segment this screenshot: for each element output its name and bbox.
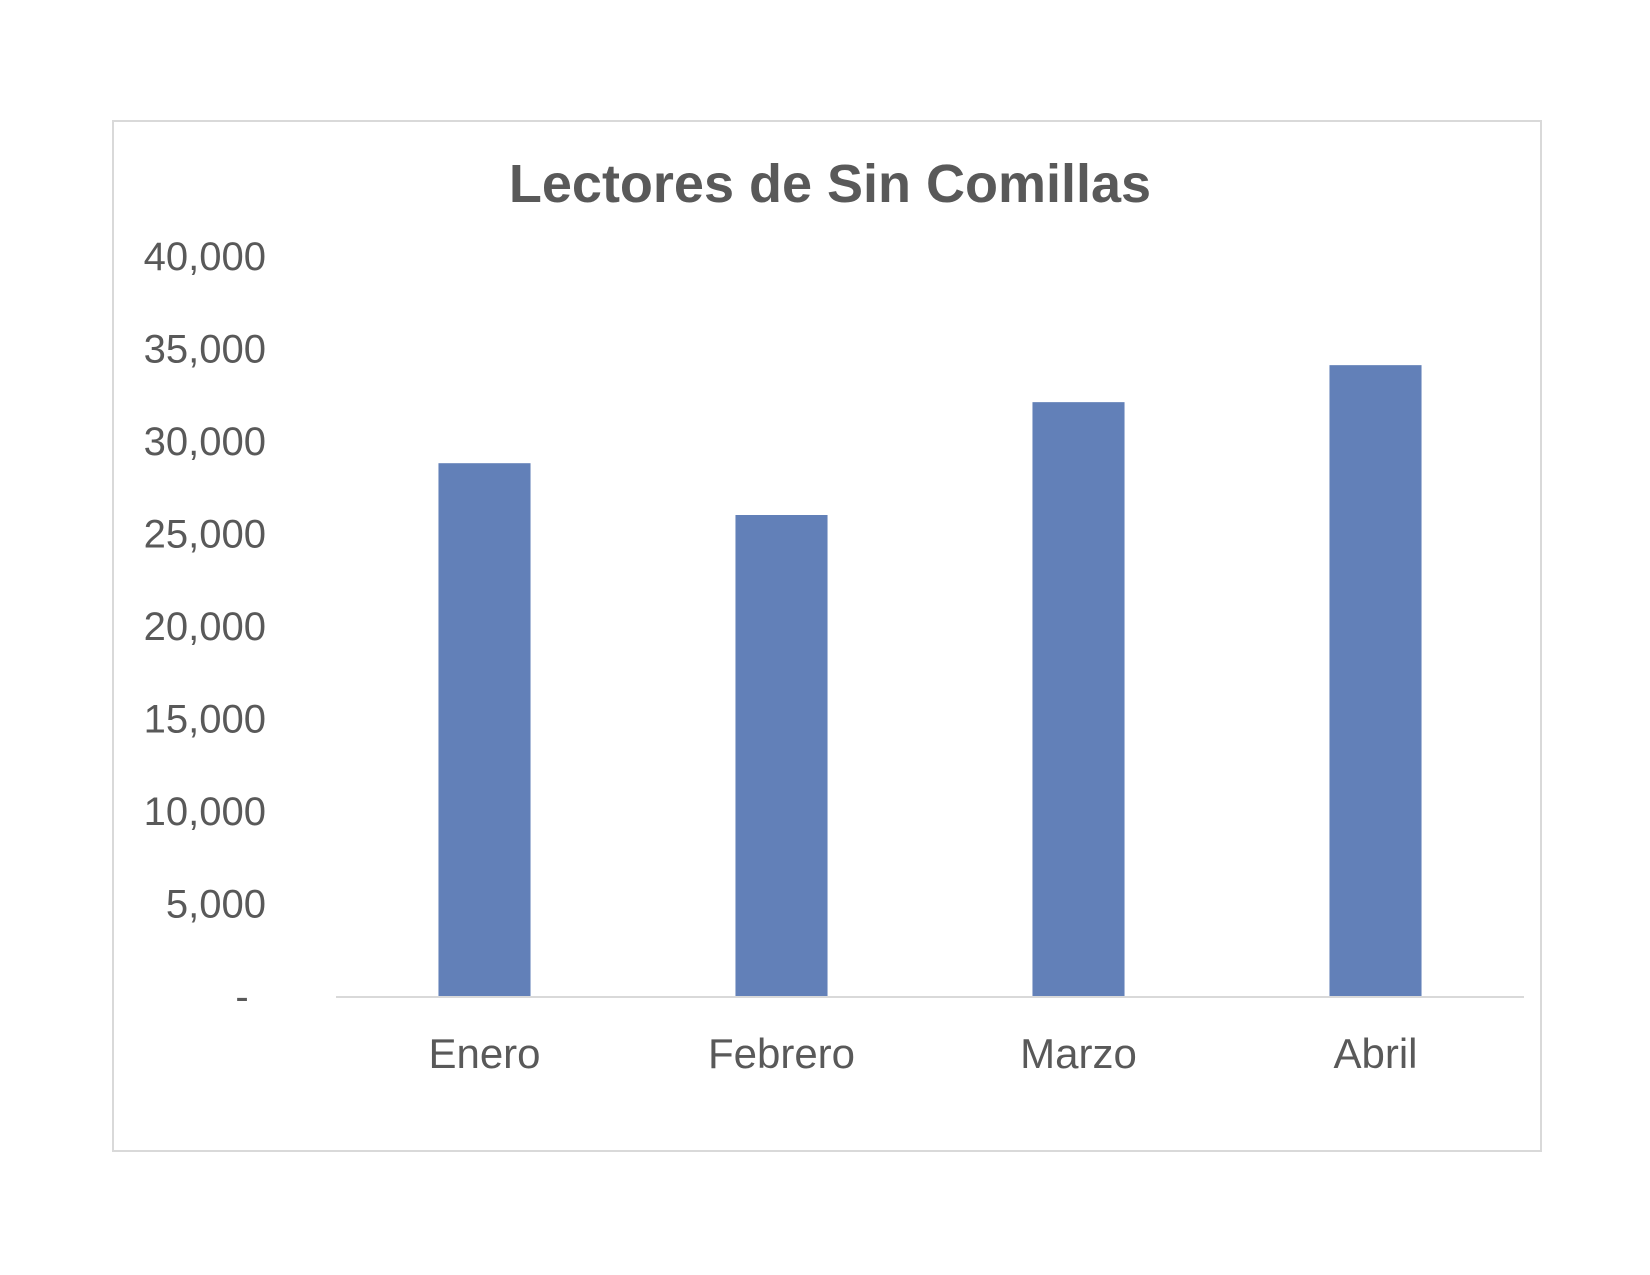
bar-marzo — [1032, 402, 1125, 996]
bar-enero — [438, 463, 531, 996]
x-category-label: Marzo — [1020, 1030, 1137, 1077]
bar-chart: Lectores de Sin Comillas - 5,000 10,000 15,… — [144, 154, 1524, 1077]
bar-abril — [1329, 365, 1422, 996]
y-tick-label: 20,000 — [144, 605, 266, 649]
x-category-label: Enero — [428, 1030, 540, 1077]
y-tick-label: 15,000 — [144, 698, 266, 742]
y-tick-label: 35,000 — [144, 328, 266, 372]
y-tick-label: 10,000 — [144, 790, 266, 834]
chart-title: Lectores de Sin Comillas — [509, 154, 1151, 214]
y-tick-label: - — [235, 975, 248, 1019]
y-tick-label: 30,000 — [144, 420, 266, 464]
y-tick-label: 25,000 — [144, 513, 266, 557]
y-tick-label: 40,000 — [144, 235, 266, 279]
x-category-label: Abril — [1333, 1030, 1417, 1077]
bar-febrero — [735, 515, 828, 996]
bars — [438, 365, 1422, 996]
x-category-label: Febrero — [708, 1030, 855, 1077]
y-axis-ticks: - 5,000 10,000 15,000 20,000 25,000 30,000 35,0… — [144, 235, 266, 1019]
y-tick-label: 5,000 — [166, 883, 266, 927]
chart-frame: Lectores de Sin Comillas - 5,000 10,000 15,… — [112, 120, 1542, 1152]
x-axis-labels: Enero Febrero Marzo Abril — [428, 1030, 1417, 1077]
